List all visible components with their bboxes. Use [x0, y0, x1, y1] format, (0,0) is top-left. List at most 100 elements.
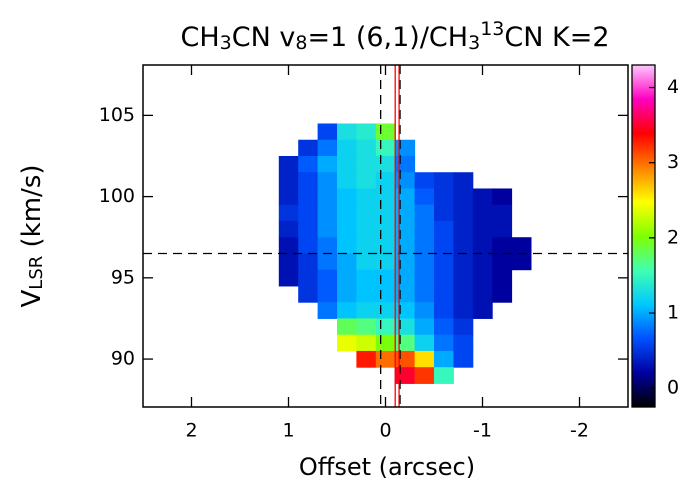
cell [414, 367, 435, 384]
cell [472, 188, 493, 206]
cell [375, 220, 396, 238]
cell [395, 367, 416, 384]
cell [472, 253, 493, 271]
cell [472, 285, 493, 303]
y-axis-label: VLSR (km/s) [17, 164, 48, 307]
cell [278, 220, 299, 238]
cell [337, 204, 357, 222]
cell [298, 220, 319, 238]
cell [434, 350, 454, 368]
cell [278, 204, 299, 222]
x-tick-label: 0 [379, 420, 391, 442]
cell [453, 172, 474, 189]
cell [337, 269, 357, 287]
x-tick-label: 2 [185, 420, 197, 442]
cell [453, 237, 474, 254]
cell [414, 334, 435, 352]
cell [356, 237, 377, 254]
cell [337, 318, 357, 336]
colorbar-tick-label: 0 [667, 377, 679, 399]
cell [414, 318, 435, 336]
cell [511, 253, 532, 271]
cell [453, 253, 474, 271]
cell [434, 302, 454, 319]
cell [375, 188, 396, 206]
cell [375, 285, 396, 303]
cell [472, 302, 493, 319]
colorbar-tick-label: 2 [667, 226, 679, 248]
cell [356, 302, 377, 319]
cell [356, 155, 377, 173]
cell [453, 269, 474, 287]
cell [298, 139, 319, 157]
cell [414, 350, 435, 368]
cell [278, 253, 299, 271]
cell [317, 204, 338, 222]
cell [434, 269, 454, 287]
cell [472, 269, 493, 287]
cell [375, 155, 396, 173]
cell [492, 253, 513, 271]
cell [317, 285, 338, 303]
cell [414, 188, 435, 206]
cell [511, 237, 532, 254]
cell [298, 253, 319, 271]
cell [414, 220, 435, 238]
cell [453, 188, 474, 206]
cell [356, 253, 377, 271]
cell [375, 204, 396, 222]
cell [453, 302, 474, 319]
cell [337, 172, 357, 189]
cell [395, 269, 416, 287]
cell [395, 220, 416, 238]
cell [453, 350, 474, 368]
x-tick-label: -1 [473, 420, 492, 442]
cell [278, 155, 299, 173]
cell [414, 269, 435, 287]
cell [337, 237, 357, 254]
cell [337, 253, 357, 271]
cell [453, 334, 474, 352]
cell [472, 220, 493, 238]
chart-title: CH3CN v8=1 (6,1)/CH313CN K=2 [180, 18, 609, 54]
cell [298, 172, 319, 189]
cell [492, 269, 513, 287]
cell [356, 139, 377, 157]
cell [278, 172, 299, 189]
cell [414, 204, 435, 222]
cell [434, 188, 454, 206]
cell [337, 220, 357, 238]
cell [356, 285, 377, 303]
cell [356, 220, 377, 238]
cell [414, 172, 435, 189]
cell [356, 188, 377, 206]
cell [395, 302, 416, 319]
x-axis-label: Offset (arcsec) [299, 453, 475, 481]
cell [434, 367, 454, 384]
cell [356, 269, 377, 287]
cell [317, 302, 338, 319]
cell [375, 318, 396, 336]
colorbar-tick-label: 3 [667, 151, 679, 173]
cell [317, 253, 338, 271]
y-tick-label: 105 [99, 104, 135, 126]
colorbar-tick-label: 1 [667, 302, 679, 324]
cell [395, 155, 416, 173]
cell [395, 172, 416, 189]
cell [375, 350, 396, 368]
cell [375, 172, 396, 189]
cell [278, 188, 299, 206]
cell [434, 285, 454, 303]
cell [337, 188, 357, 206]
cell [356, 350, 377, 368]
y-tick-label: 90 [111, 348, 135, 370]
cell [337, 139, 357, 157]
cell [375, 123, 396, 141]
cell [317, 155, 338, 173]
cell [453, 318, 474, 336]
x-tick-label: -2 [570, 420, 589, 442]
cell [492, 188, 513, 206]
cell [395, 334, 416, 352]
cell [492, 285, 513, 303]
cell [337, 123, 357, 141]
